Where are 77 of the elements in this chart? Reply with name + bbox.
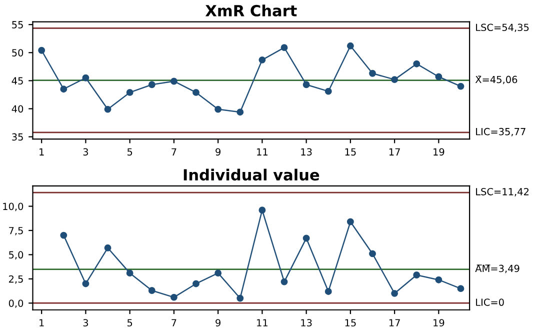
x-tick-label: 5 <box>127 148 132 156</box>
point <box>126 270 134 277</box>
point <box>148 81 156 88</box>
point <box>324 288 332 295</box>
point <box>38 46 46 54</box>
point <box>258 56 266 64</box>
point <box>346 218 354 226</box>
x-tick-label: 15 <box>345 319 356 326</box>
x-tick-label: 1 <box>40 319 44 326</box>
point <box>192 280 200 288</box>
point <box>214 106 222 113</box>
x-tick-label: 15 <box>345 148 356 156</box>
point <box>324 88 332 95</box>
point <box>435 73 442 80</box>
y-tick-label: 10,0 <box>3 202 24 212</box>
point <box>126 88 134 96</box>
x-tick-label: 19 <box>434 319 444 326</box>
x-tick-label: 7 <box>172 148 176 156</box>
chart-title: XmR Chart <box>205 4 297 16</box>
y-tick-label: 0,0 <box>8 300 24 308</box>
point <box>413 272 420 278</box>
point <box>346 42 354 50</box>
point <box>391 76 398 84</box>
x-tick-label: 11 <box>257 319 268 326</box>
x-tick-label: 7 <box>172 319 176 326</box>
ref-line-label: LIC=35,77 <box>476 128 526 136</box>
point <box>280 278 288 286</box>
point <box>104 106 112 113</box>
point <box>435 276 442 284</box>
x-tick-label: 13 <box>301 319 312 326</box>
point <box>457 285 464 292</box>
x-tick-label: 3 <box>83 319 88 326</box>
y-tick-label: 7,5 <box>9 227 23 236</box>
point <box>170 294 178 301</box>
x-tick-label: 17 <box>389 148 400 156</box>
point <box>148 287 156 294</box>
y-tick-label: 35 <box>12 133 23 141</box>
point <box>192 88 200 96</box>
point <box>457 82 464 90</box>
y-tick-label: 55 <box>12 21 23 28</box>
ref-line-label: LSC=11,42 <box>476 188 528 196</box>
point <box>391 290 398 297</box>
point <box>236 108 244 116</box>
ref-line-label: X̄=45,06 <box>475 76 518 84</box>
point <box>258 206 266 214</box>
x-tick-label: 11 <box>257 148 268 156</box>
point <box>369 250 376 258</box>
y-tick-label: 50 <box>12 49 24 56</box>
y-tick-label: 5,0 <box>9 251 24 260</box>
x-tick-label: 1 <box>40 148 44 156</box>
y-tick-label: 45 <box>12 77 23 85</box>
point <box>214 270 222 277</box>
x-tick-label: 19 <box>434 148 444 156</box>
x-tick-label: 9 <box>216 319 220 326</box>
point <box>280 44 288 52</box>
y-tick-label: 40 <box>12 105 24 113</box>
y-tick-label: 2,5 <box>8 275 23 284</box>
point <box>413 60 420 68</box>
x-tick-label: 9 <box>216 148 220 156</box>
chart-title: Individual value <box>184 168 320 181</box>
x-tick-label: 17 <box>389 319 400 326</box>
point <box>236 294 244 302</box>
x-tick-label: 3 <box>83 148 88 156</box>
point <box>104 244 112 252</box>
ref-line-label: A̅M̅=3,49 <box>475 264 520 274</box>
point <box>302 234 310 242</box>
ref-line-label: LSC=54,35 <box>476 24 529 32</box>
point <box>82 280 90 288</box>
point <box>60 232 68 239</box>
point <box>82 74 90 82</box>
ref-line-label: LIC=0 <box>476 298 504 306</box>
point <box>170 78 178 85</box>
point <box>60 86 68 93</box>
point <box>302 81 310 88</box>
x-tick-label: 13 <box>301 148 312 156</box>
point <box>369 70 376 77</box>
x-tick-label: 5 <box>127 319 132 326</box>
